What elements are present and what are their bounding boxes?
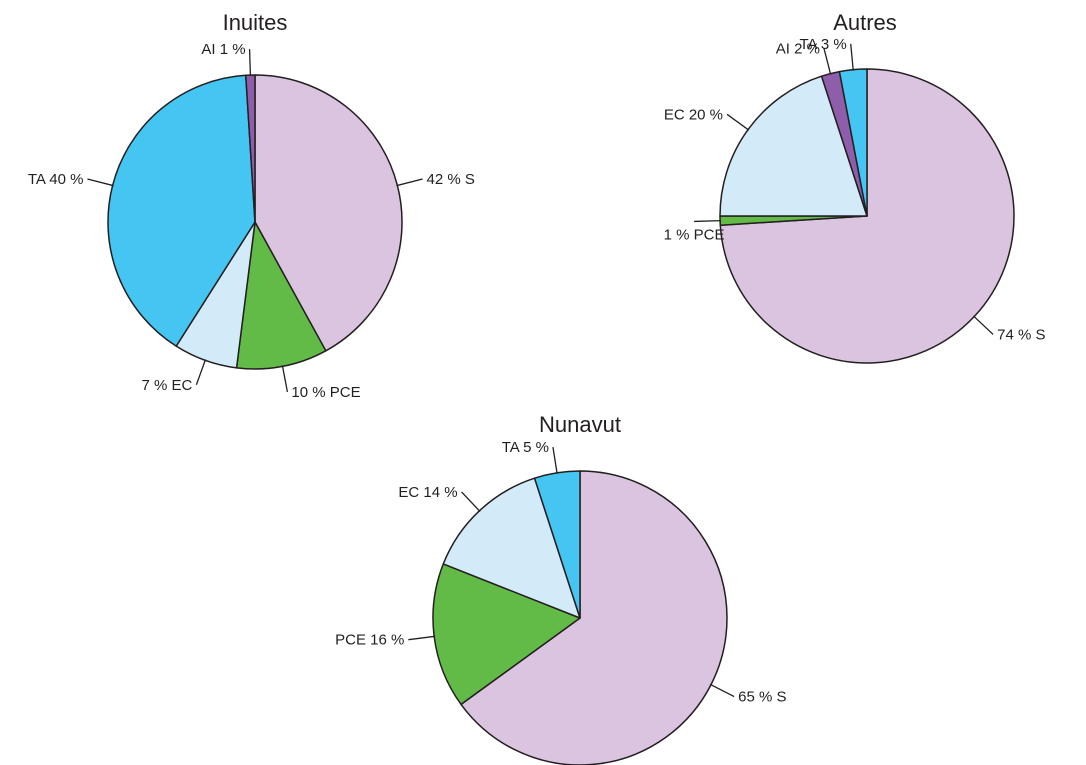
slice-label-65-s: 65 % S (738, 689, 786, 706)
pie-chart-inuites: 42 % S 10 % PCE 7 % EC TA 40 % AI 1 % Inuites (28, 10, 475, 401)
pie-chart-autres: 74 % S 1 % PCE EC 20 % AI 2 %TA 3 %Autres (664, 10, 1045, 364)
pie-title: Inuites (223, 10, 288, 35)
leader-line (408, 635, 436, 641)
slice-label-7-ec: 7 % EC (142, 377, 193, 394)
slice-label-ec-14: EC 14 % (398, 484, 457, 501)
slice-label-ta-5: TA 5 % (502, 439, 549, 456)
slice-label-ai-1: AI 1 % (201, 41, 245, 58)
leader-line (461, 491, 481, 513)
slice-label-1-pce: 1 % PCE (664, 226, 725, 243)
leader-line (850, 43, 854, 71)
leader-line (248, 49, 252, 77)
slice-label-ec-20: EC 20 % (664, 106, 723, 123)
pie-chart-nunavut: 65 % S PCE 16 % EC 14 % TA 5 % Nunavut (335, 412, 787, 765)
leader-line (694, 219, 722, 223)
leader-line (396, 178, 423, 187)
leader-line (709, 683, 735, 698)
slice-label-ta-40: TA 40 % (28, 171, 84, 188)
leader-line (195, 359, 207, 385)
leader-line (972, 315, 994, 335)
pie-title: Nunavut (539, 412, 621, 437)
leader-line (552, 447, 558, 474)
slice-label-74-s: 74 % S (997, 326, 1045, 343)
slice-label-ta-3: TA 3 % (799, 36, 846, 53)
leader-line (726, 113, 750, 131)
slice-label-10-pce: 10 % PCE (291, 384, 360, 401)
slice-label-ai-2: AI 2 % (776, 40, 820, 57)
leader-line (823, 48, 832, 75)
leader-line (87, 178, 114, 187)
pie-title: Autres (833, 10, 897, 35)
leader-line (281, 365, 289, 393)
slice-label-42-s: 42 % S (427, 171, 475, 188)
slice-label-pce-16: PCE 16 % (335, 632, 404, 649)
